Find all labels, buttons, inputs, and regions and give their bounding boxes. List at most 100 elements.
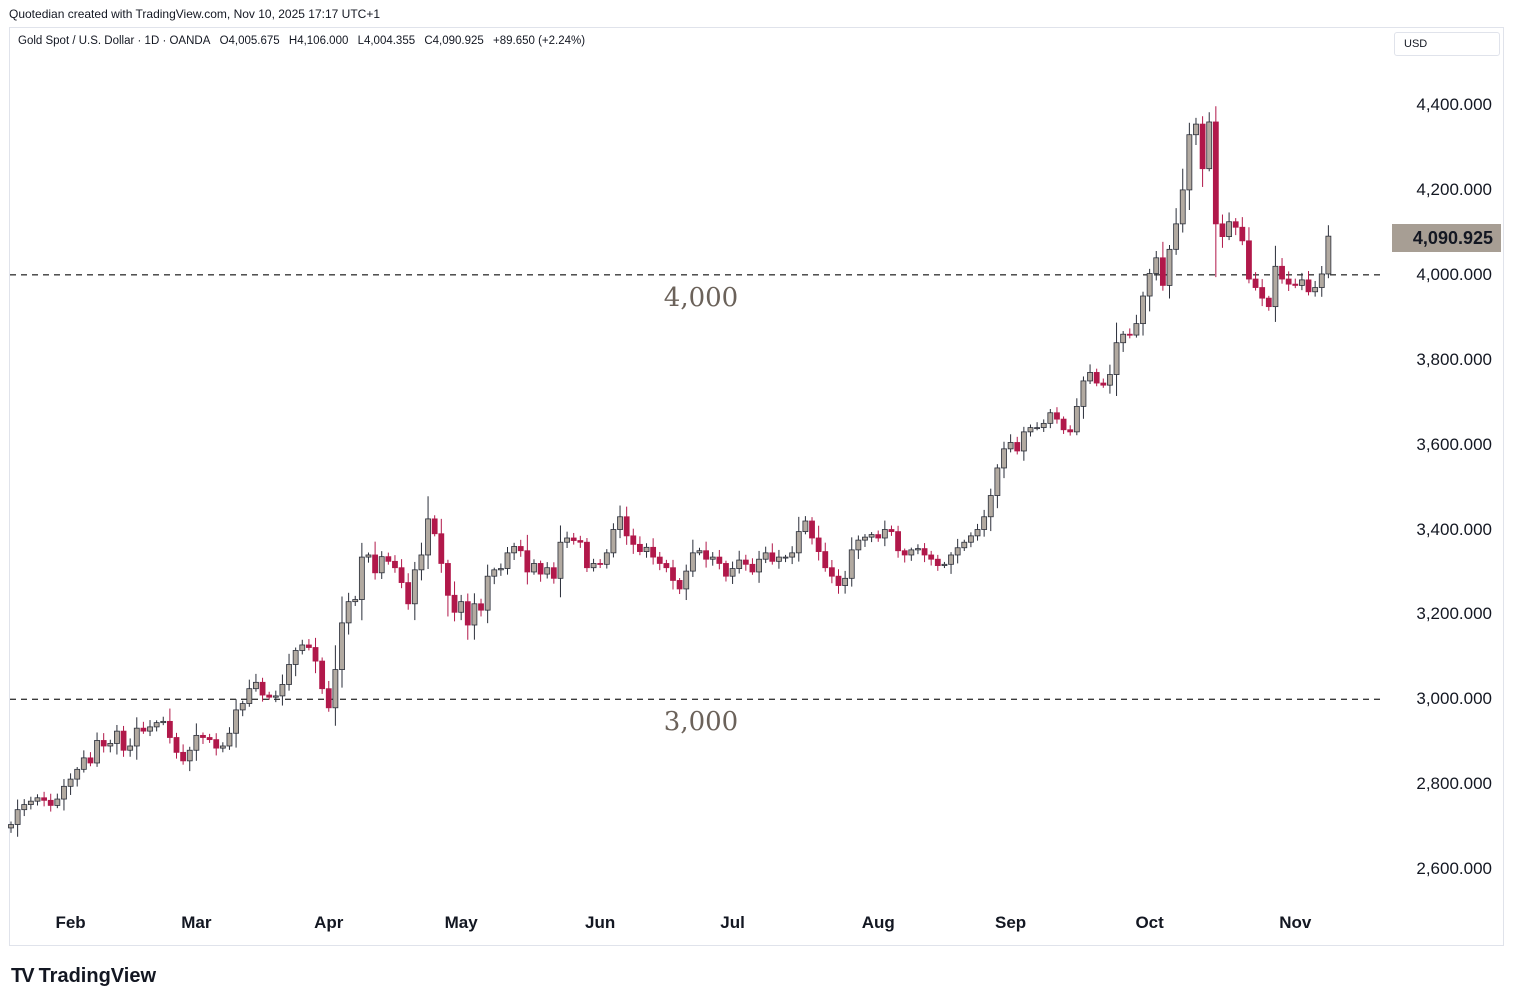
candle-body <box>246 688 253 704</box>
candle-body <box>54 798 61 806</box>
candle-body <box>1305 279 1312 293</box>
candle-down <box>319 657 326 694</box>
candle-body <box>1047 412 1054 424</box>
candle-body <box>1219 223 1226 237</box>
candle-down <box>1054 407 1060 424</box>
candle-body <box>21 804 28 811</box>
candle-down <box>206 733 213 743</box>
candle-up <box>67 773 74 795</box>
candle-down <box>723 560 729 582</box>
candle-down <box>550 562 557 584</box>
candle-body <box>259 681 266 696</box>
candle-up <box>994 464 1001 509</box>
candle-body <box>544 567 551 575</box>
candle-body <box>292 650 299 665</box>
candle-up <box>948 552 954 574</box>
candle-body <box>875 534 882 539</box>
candle-body <box>1027 427 1034 433</box>
candle-body <box>769 552 776 562</box>
candle-body <box>564 537 570 543</box>
candle-up <box>345 592 352 635</box>
candle-body <box>610 529 617 554</box>
candle-up <box>776 549 782 569</box>
candle-body <box>789 552 796 558</box>
candle-down <box>1067 425 1074 436</box>
candle-down <box>266 691 273 700</box>
candle-body <box>378 556 385 574</box>
candle-down <box>623 506 630 545</box>
candle-body <box>41 797 47 801</box>
candle-up <box>1047 408 1054 429</box>
candle-down <box>464 593 471 640</box>
candle-up <box>1146 268 1153 312</box>
candle-up <box>941 561 948 569</box>
candle-body <box>749 563 756 573</box>
time-tick-label: Nov <box>1279 913 1312 932</box>
candle-body <box>954 547 961 556</box>
candle-body <box>213 739 220 749</box>
candle-body <box>570 537 577 541</box>
candle-body <box>497 568 504 571</box>
candle-body <box>471 603 478 626</box>
candle-body <box>1040 422 1047 429</box>
candle-down <box>173 732 180 759</box>
price-tick-label: 3,000.000 <box>1416 689 1492 709</box>
candle-body <box>762 552 769 560</box>
candle-up <box>54 793 61 809</box>
candle-down <box>769 543 776 565</box>
level-label-3000: 3,000 <box>663 707 739 738</box>
candle-body <box>8 824 14 829</box>
candle-body <box>325 688 332 709</box>
tradingview-logo[interactable]: TV TradingView <box>11 965 156 988</box>
candle-body <box>524 550 531 573</box>
candle-down <box>828 559 835 584</box>
time-tick-label: May <box>444 913 478 932</box>
candle-up <box>736 550 743 574</box>
candle-body <box>365 554 372 558</box>
candle-body <box>981 516 988 530</box>
candle-up <box>981 509 988 537</box>
candle-body <box>623 516 630 537</box>
price-tick-label: 2,600.000 <box>1416 859 1492 879</box>
candle-down <box>934 554 941 571</box>
candle-body <box>974 529 981 537</box>
candle-up <box>974 523 981 541</box>
candle-body <box>94 740 100 764</box>
candle-up <box>1073 398 1080 436</box>
candle-body <box>1239 226 1246 242</box>
candle-body <box>1014 442 1021 452</box>
candle-up <box>848 537 855 587</box>
candle-body <box>1093 372 1100 384</box>
currency-selector[interactable]: USD <box>1394 32 1500 56</box>
candle-up <box>1034 422 1040 431</box>
candle-up <box>14 799 21 837</box>
candle-body <box>1166 248 1173 286</box>
candle-up <box>610 523 617 558</box>
candle-up <box>729 561 736 584</box>
candle-body <box>531 563 537 573</box>
candle-body <box>107 743 114 747</box>
candle-up <box>683 564 690 601</box>
candle-down <box>517 539 524 557</box>
candle-body <box>14 809 21 825</box>
symbol-legend[interactable]: Gold Spot / U.S. Dollar · 1D · OANDA O4,… <box>18 35 591 47</box>
candle-up <box>94 732 100 767</box>
candle-up <box>862 534 868 547</box>
candle-down <box>822 542 829 572</box>
candle-up <box>915 544 921 555</box>
candle-body <box>140 727 147 732</box>
ohlc-open: O4,005.675 <box>219 35 280 47</box>
candle-body <box>127 745 134 751</box>
candle-body <box>1054 412 1060 420</box>
candle-body <box>1259 287 1266 299</box>
candle-up <box>1080 376 1087 419</box>
candles <box>8 106 1332 837</box>
candle-body <box>881 529 888 539</box>
candle-body <box>868 534 875 538</box>
candle-body <box>842 577 849 586</box>
candle-body <box>802 520 809 533</box>
candle-body <box>1246 240 1252 280</box>
candle-down <box>166 708 173 744</box>
candle-up <box>987 488 994 532</box>
